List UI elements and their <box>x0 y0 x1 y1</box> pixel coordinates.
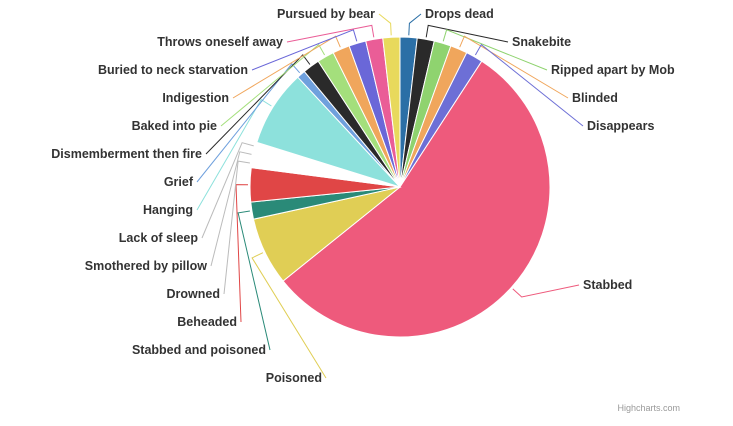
leader-grief <box>196 63 301 183</box>
label-blinded: Blinded <box>572 91 618 105</box>
leader-lines <box>196 13 584 379</box>
leader-beheaded <box>235 184 249 323</box>
label-disappears: Disappears <box>587 119 654 133</box>
label-stabbed: Stabbed <box>583 278 632 292</box>
leader-indigestion <box>232 35 341 99</box>
leader-blinded <box>459 35 569 99</box>
label-ripped-apart-by-mob: Ripped apart by Mob <box>551 63 675 77</box>
leader-stabbed <box>512 284 580 298</box>
pie-slices <box>249 36 551 338</box>
slice-stabbed[interactable] <box>282 60 551 338</box>
label-lack-of-sleep: Lack of sleep <box>119 231 199 245</box>
leader-poisoned <box>251 252 327 379</box>
leader-hanging <box>196 98 272 211</box>
slice-labels: Drops dead Snakebite Ripped apart by Mob Bl… <box>51 7 675 385</box>
label-smothered-by-pillow: Smothered by pillow <box>85 259 208 273</box>
leader-pursued-by-bear <box>378 13 392 36</box>
leader-stabbed-and-poisoned <box>237 210 271 351</box>
leader-drowned <box>223 160 250 295</box>
label-beheaded: Beheaded <box>177 315 237 329</box>
label-indigestion: Indigestion <box>162 91 229 105</box>
label-drowned: Drowned <box>167 287 220 301</box>
label-dismemberment-then-fire: Dismemberment then fire <box>51 147 202 161</box>
label-buried-to-neck-starvation: Buried to neck starvation <box>98 63 248 77</box>
leader-snakebite <box>425 24 509 43</box>
leader-dismemberment-then-fire <box>205 54 311 155</box>
leader-throws-oneself-away <box>286 24 375 43</box>
label-stabbed-and-poisoned: Stabbed and poisoned <box>132 343 266 357</box>
leader-baked-into-pie <box>220 43 326 127</box>
label-pursued-by-bear: Pursued by bear <box>277 7 375 21</box>
leader-disappears <box>474 43 584 127</box>
label-poisoned: Poisoned <box>266 371 322 385</box>
label-drops-dead: Drops dead <box>425 7 494 21</box>
leader-buried-to-neck-starvation <box>251 29 358 71</box>
label-baked-into-pie: Baked into pie <box>132 119 217 133</box>
label-throws-oneself-away: Throws oneself away <box>157 35 283 49</box>
slice-pursued-by-bear[interactable] <box>382 36 401 188</box>
leader-ripped-apart-by-mob <box>442 29 548 71</box>
label-grief: Grief <box>164 175 194 189</box>
credit-text[interactable]: Highcharts.com <box>617 403 680 413</box>
leader-drops-dead <box>408 13 422 36</box>
leader-lack-of-sleep <box>201 142 254 239</box>
label-hanging: Hanging <box>143 203 193 217</box>
leader-smothered-by-pillow <box>210 151 252 267</box>
label-snakebite: Snakebite <box>512 35 571 49</box>
